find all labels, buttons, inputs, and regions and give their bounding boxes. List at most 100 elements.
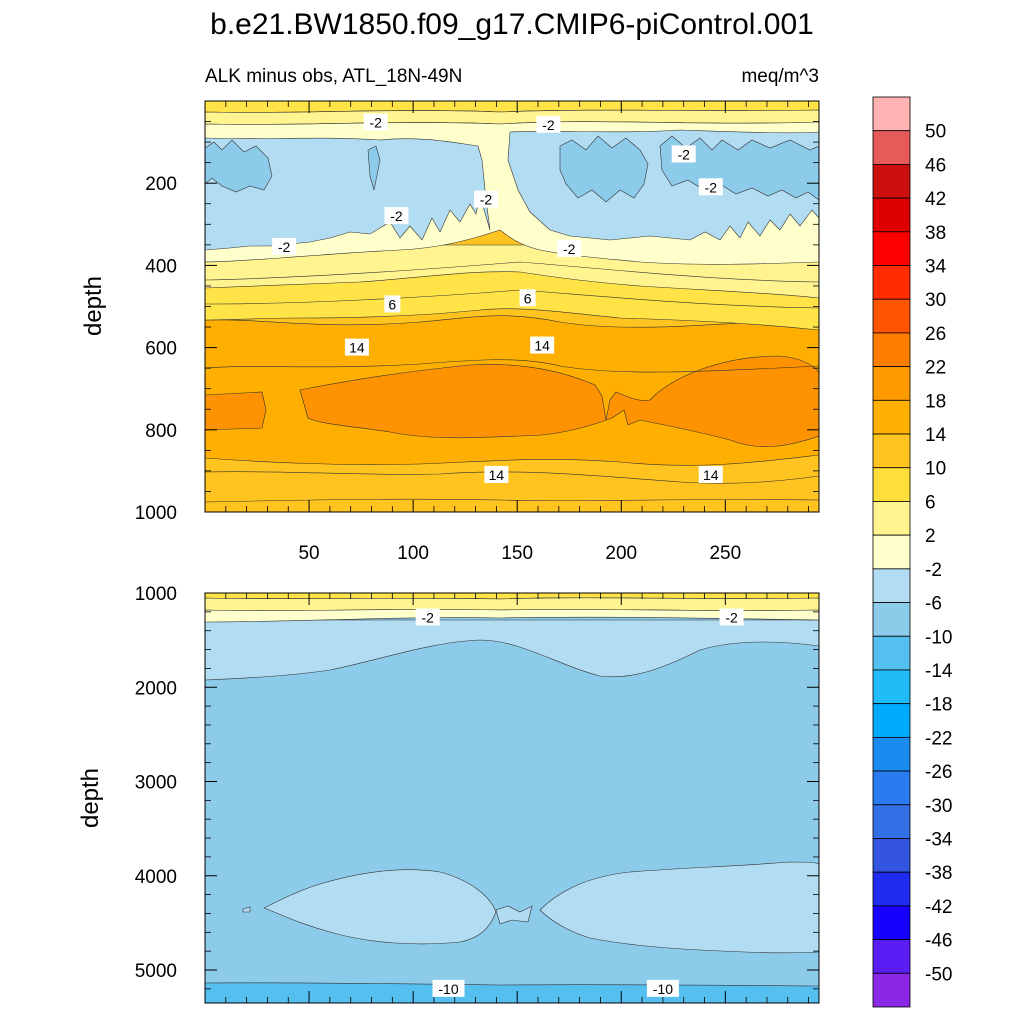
lower-contour-labels: -2 -2 -10 -10 xyxy=(415,608,744,997)
upper-contour-labels: -2 -2 -2 -2 -2 -2 -2 -2 6 6 14 14 14 14 xyxy=(272,113,723,484)
colorbar-label: -22 xyxy=(925,728,952,749)
upper-layer-m10-m6-c xyxy=(559,135,649,203)
lower-contour-label: -2 xyxy=(421,610,434,626)
upper-contour-label-bg xyxy=(698,178,723,196)
colorbar-label: 46 xyxy=(925,155,946,176)
colorbar-label: 42 xyxy=(925,189,946,210)
upper-isoline-a xyxy=(205,359,819,373)
lower-contour-label-bg xyxy=(432,979,465,997)
lower-plot-frame xyxy=(204,592,820,1004)
upper-ylabel: depth xyxy=(80,276,107,336)
upper-axes: 200 400 600 800 1000 50 100 150 200 250 xyxy=(135,101,819,564)
colorbar-swatch xyxy=(872,96,911,132)
upper-contour-label: -2 xyxy=(278,239,291,255)
colorbar-swatch xyxy=(872,635,911,671)
upper-contour-label-bg xyxy=(671,145,696,163)
upper-plot-area xyxy=(205,101,819,512)
upper-contour-label: 14 xyxy=(349,340,365,356)
colorbar-swatch xyxy=(872,568,911,603)
lower-ylabel: depth xyxy=(77,768,104,828)
upper-xtick-label: 150 xyxy=(501,543,533,564)
upper-xtick-label: 100 xyxy=(397,543,429,564)
upper-contour-label: 6 xyxy=(524,290,532,306)
upper-contour-label-bg xyxy=(363,113,388,131)
upper-contour-label-bg xyxy=(272,237,297,255)
upper-layer-m10-m6-a xyxy=(205,139,273,193)
upper-contour-label: -2 xyxy=(705,179,718,195)
colorbar-label: -10 xyxy=(925,627,952,648)
colorbar-swatch xyxy=(872,298,911,334)
upper-ytick-label: 800 xyxy=(145,421,177,442)
upper-contour-label-bg xyxy=(384,207,409,225)
upper-layer-m10-m6-b xyxy=(367,145,381,191)
lower-contour-label-bg xyxy=(415,608,440,626)
colorbar-swatch xyxy=(872,197,911,233)
upper-contour-label: -2 xyxy=(563,241,576,257)
upper-subtitle-left: ALK minus obs, ATL_18N-49N xyxy=(205,66,462,87)
colorbar-label: -2 xyxy=(925,560,942,581)
colorbar-label: 50 xyxy=(925,122,946,143)
upper-layer-m6-m2-left xyxy=(205,137,491,251)
upper-contour-label-bg xyxy=(536,115,561,133)
lower-layer-m6-m2-deep-left xyxy=(263,869,497,945)
colorbar-label: -6 xyxy=(925,594,942,615)
colorbar-label: 10 xyxy=(925,459,946,480)
colorbar-label: 38 xyxy=(925,223,946,244)
colorbar-label: -46 xyxy=(925,931,952,952)
upper-ytick-label: 200 xyxy=(145,174,177,195)
lower-layer-6-10 xyxy=(205,593,819,600)
upper-contour-label: -2 xyxy=(480,192,493,208)
colorbar-label: -42 xyxy=(925,897,952,918)
upper-isoline-c xyxy=(205,498,819,503)
upper-contour-label: 6 xyxy=(388,296,396,312)
lower-layer-m2-2 xyxy=(205,609,819,623)
colorbar-label: 18 xyxy=(925,391,946,412)
lower-ytick-label: 4000 xyxy=(135,867,177,888)
colorbar-swatch xyxy=(872,164,911,199)
colorbar-swatch xyxy=(872,399,911,435)
lower-layer-m6-m2-top xyxy=(205,619,819,681)
colorbar-swatch xyxy=(872,467,911,502)
colorbar-label: -50 xyxy=(925,964,952,985)
colorbar-swatch xyxy=(872,871,911,907)
colorbar-label: 34 xyxy=(925,257,947,278)
upper-contour-label-bg xyxy=(384,295,401,313)
upper-contour-label-bg xyxy=(698,466,723,484)
colorbar-swatch xyxy=(872,501,911,536)
upper-subtitle-right: meq/m^3 xyxy=(741,66,819,87)
upper-xtick-label: 200 xyxy=(605,543,637,564)
upper-contour-label: -2 xyxy=(390,208,403,224)
upper-contour-label-bg xyxy=(484,466,509,484)
colorbar-label: -14 xyxy=(925,661,953,682)
upper-contour-label-bg xyxy=(519,289,536,307)
upper-isoline-d xyxy=(205,261,819,283)
colorbar-label: -18 xyxy=(925,695,952,716)
colorbar-swatch xyxy=(872,804,911,839)
upper-contour-label: 14 xyxy=(703,467,719,483)
upper-isoline-b xyxy=(205,471,819,484)
upper-layer-top-2-6 xyxy=(205,109,819,125)
colorbar-swatch xyxy=(872,939,911,974)
colorbar-label: -30 xyxy=(925,796,952,817)
colorbar-swatch xyxy=(872,972,911,1008)
upper-ytick-label: 1000 xyxy=(135,503,177,524)
upper-contour-label-bg xyxy=(557,239,582,257)
colorbar-label: 14 xyxy=(925,425,947,446)
colorbar-swatch xyxy=(872,366,911,401)
upper-contour-label: -2 xyxy=(542,117,555,133)
figure-title: b.e21.BW1850.f09_g17.CMIP6-piControl.001 xyxy=(210,8,814,41)
colorbar-swatch xyxy=(872,602,911,637)
upper-contour-label-bg xyxy=(473,190,498,208)
lower-axes: 1000 2000 3000 4000 5000 xyxy=(135,584,819,1003)
lower-contour-label-bg xyxy=(646,979,679,997)
lower-contour-label: -10 xyxy=(438,981,458,997)
upper-contour-label: -2 xyxy=(369,114,382,130)
lower-ytick-label: 1000 xyxy=(135,584,177,605)
upper-xtick-label: 250 xyxy=(709,543,741,564)
lower-contour-label: -10 xyxy=(653,981,673,997)
colorbar-swatch xyxy=(872,905,911,940)
upper-ytick-label: 600 xyxy=(145,339,177,360)
colorbar-swatch xyxy=(872,736,911,772)
colorbar-swatch xyxy=(872,703,911,738)
upper-contour-label: 14 xyxy=(489,467,505,483)
